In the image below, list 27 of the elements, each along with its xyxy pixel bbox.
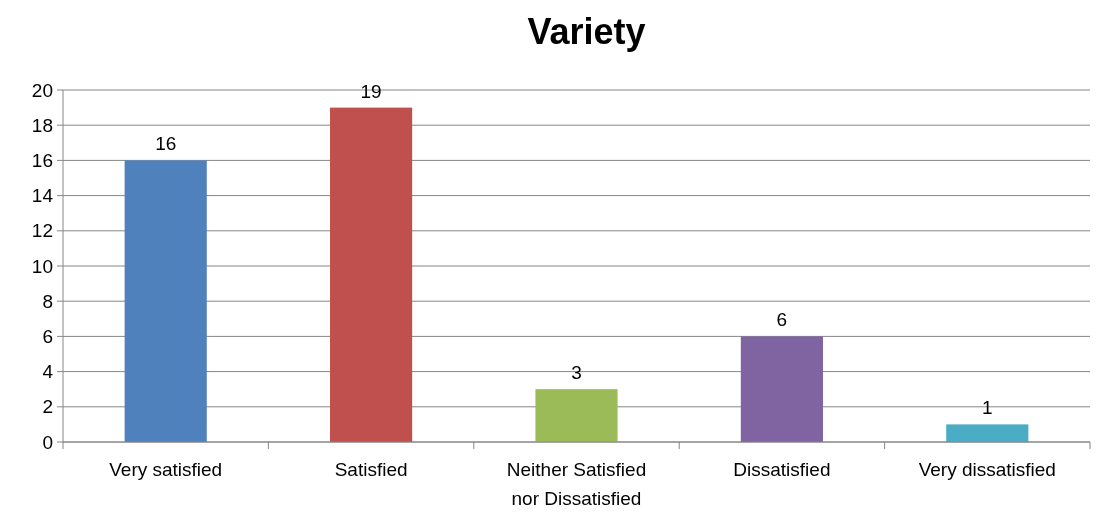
x-tick-label: Satisfied xyxy=(334,459,408,480)
data-label: 19 xyxy=(360,80,382,102)
bar xyxy=(946,424,1029,442)
x-tick-label: Dissatisfied xyxy=(733,459,831,480)
y-tick-label: 18 xyxy=(31,114,53,136)
y-tick-label: 8 xyxy=(42,290,53,312)
bar xyxy=(535,389,618,442)
y-tick-label: 2 xyxy=(42,396,53,418)
y-tick-label: 4 xyxy=(42,361,54,383)
bar xyxy=(330,107,413,442)
x-tick-label: Neither Satisfied nor Dissatisfied xyxy=(506,459,647,509)
y-tick-label: 6 xyxy=(42,326,53,348)
y-tick-label: 14 xyxy=(31,185,54,207)
data-label: 16 xyxy=(155,133,177,155)
data-label: 1 xyxy=(982,397,993,419)
chart-title: Variety xyxy=(527,11,646,52)
y-tick-label: 16 xyxy=(31,150,53,172)
data-label: 6 xyxy=(776,309,788,331)
bar xyxy=(740,336,823,442)
y-tick-label: 12 xyxy=(31,220,53,242)
y-tick-label: 10 xyxy=(31,255,53,277)
data-label: 3 xyxy=(571,362,582,384)
x-tick-label: Very satisfied xyxy=(109,459,223,480)
y-tick-label: 0 xyxy=(42,431,53,453)
x-tick-label: Very dissatisfied xyxy=(918,459,1056,480)
bar xyxy=(124,160,207,442)
y-tick-label: 20 xyxy=(31,79,53,101)
